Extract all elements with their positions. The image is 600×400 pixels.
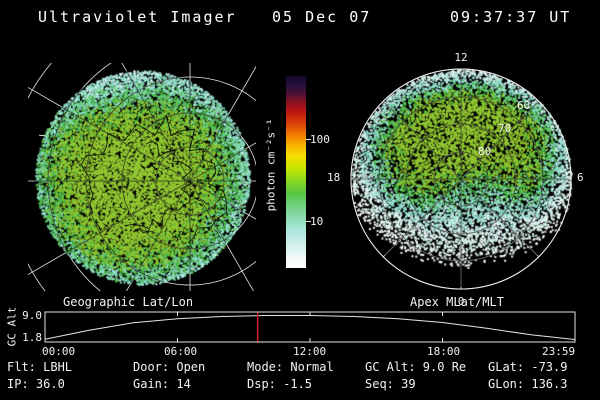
colorbar-tick-10: 10	[310, 215, 324, 228]
status-seq: Seq: 39	[365, 377, 416, 391]
apex-grid-front	[350, 68, 572, 290]
colorbar-tick-mark	[306, 221, 311, 222]
status-ip: IP: 36.0	[7, 377, 65, 391]
status-flt: Flt: LBHL	[7, 360, 73, 374]
colorbar	[286, 76, 306, 268]
apex-plot-caption: Apex MLat/MLT	[410, 295, 504, 309]
mlt-label-6: 6	[577, 171, 584, 184]
timeline-ytick-top: 9.0	[22, 309, 42, 322]
status-glat: GLat: -73.9	[488, 360, 568, 374]
apex-plot: 12 18 6 0 60 70 80	[327, 51, 584, 308]
status-dsp: Dsp: -1.5	[247, 377, 313, 391]
geo-aurora-canvas	[28, 63, 256, 291]
status-gain: Gain: 14	[133, 377, 191, 391]
status-glon: GLon: 136.3	[488, 377, 568, 391]
geo-grid-front	[35, 70, 249, 284]
mlt-label-18: 18	[327, 171, 341, 184]
timeline-xtick: 06:00	[164, 345, 198, 358]
colorbar-tick-100: 100	[310, 133, 330, 146]
timeline-xtick: 18:00	[427, 345, 461, 358]
date-label: 05 Dec 07	[272, 8, 372, 26]
colorbar-label: photon cm⁻²s⁻¹	[264, 118, 278, 212]
altitude-timeline-plot	[44, 311, 576, 343]
mlt-label-0: 0	[457, 295, 465, 308]
mlat-ring-label-80: 80	[478, 145, 492, 158]
mlat-ring-label-70: 70	[498, 122, 512, 135]
timeline-xtick: 00:00	[42, 345, 76, 358]
status-gcalt: GC Alt: 9.0 Re	[365, 360, 467, 374]
mlt-label-12: 12	[454, 51, 468, 64]
geo-plot-caption: Geographic Lat/Lon	[63, 295, 194, 309]
app-title: Ultraviolet Imager	[38, 8, 237, 26]
geographic-plot	[28, 63, 256, 291]
timeline-xtick: 23:59	[542, 345, 576, 358]
mlat-ring-label-60: 60	[517, 99, 531, 112]
timeline-ytick-bottom: 1.8	[22, 331, 42, 344]
timeline-ylabel: GC Alt	[5, 306, 19, 347]
time-label: 09:37:37 UT	[450, 8, 572, 26]
timeline-xtick: 12:00	[293, 345, 327, 358]
status-mode: Mode: Normal	[247, 360, 334, 374]
status-door: Door: Open	[133, 360, 206, 374]
colorbar-tick-mark	[306, 139, 311, 140]
